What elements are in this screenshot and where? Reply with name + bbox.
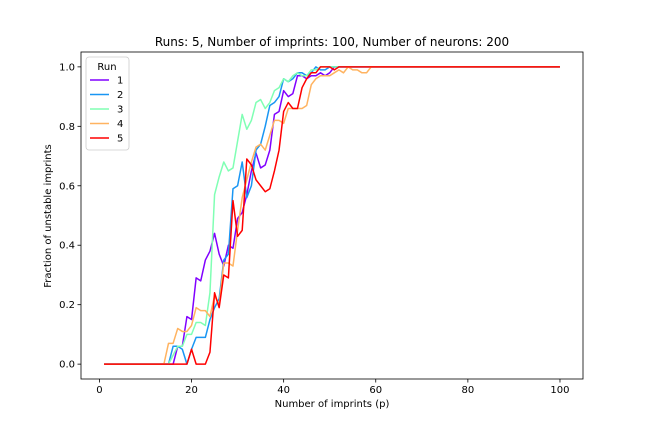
legend-label-run-2: 2 [117, 90, 123, 101]
series-line-run-1 [104, 66, 560, 365]
y-axis-ticks: 0.0 0.2 0.4 0.6 0.8 1.0 [59, 62, 81, 371]
chart-title: Runs: 5, Number of imprints: 100, Number… [155, 35, 509, 49]
y-tick-label: 0.4 [59, 241, 75, 252]
series-line-run-5 [104, 66, 560, 365]
x-tick-label: 40 [277, 385, 290, 396]
legend-label-run-1: 1 [117, 76, 123, 87]
legend: Run 1 2 3 4 5 [85, 56, 130, 151]
y-axis-label: Fraction of unstable imprints [43, 144, 54, 288]
x-tick-label: 80 [461, 385, 474, 396]
x-axis-ticks: 0 20 40 60 80 100 [96, 379, 570, 396]
series-line-run-4 [104, 66, 560, 365]
y-tick-label: 0.8 [59, 122, 75, 133]
x-tick-label: 100 [550, 385, 569, 396]
legend-label-run-3: 3 [117, 105, 123, 116]
y-tick-label: 0.6 [59, 181, 75, 192]
x-tick-label: 60 [369, 385, 382, 396]
legend-label-run-4: 4 [117, 119, 123, 130]
x-tick-label: 0 [96, 385, 102, 396]
legend-title: Run [97, 62, 116, 73]
y-tick-label: 0.0 [59, 360, 75, 371]
series-line-run-3 [104, 66, 560, 365]
legend-label-run-5: 5 [117, 134, 123, 145]
plot-frame [80, 51, 584, 380]
series-line-run-2 [104, 66, 560, 365]
y-tick-label: 0.2 [59, 300, 75, 311]
series-layer [104, 66, 560, 365]
x-axis-label: Number of imprints (p) [275, 399, 390, 410]
legend-items: 1 2 3 4 5 [90, 76, 123, 145]
y-tick-label: 1.0 [59, 62, 75, 73]
x-tick-label: 20 [185, 385, 198, 396]
